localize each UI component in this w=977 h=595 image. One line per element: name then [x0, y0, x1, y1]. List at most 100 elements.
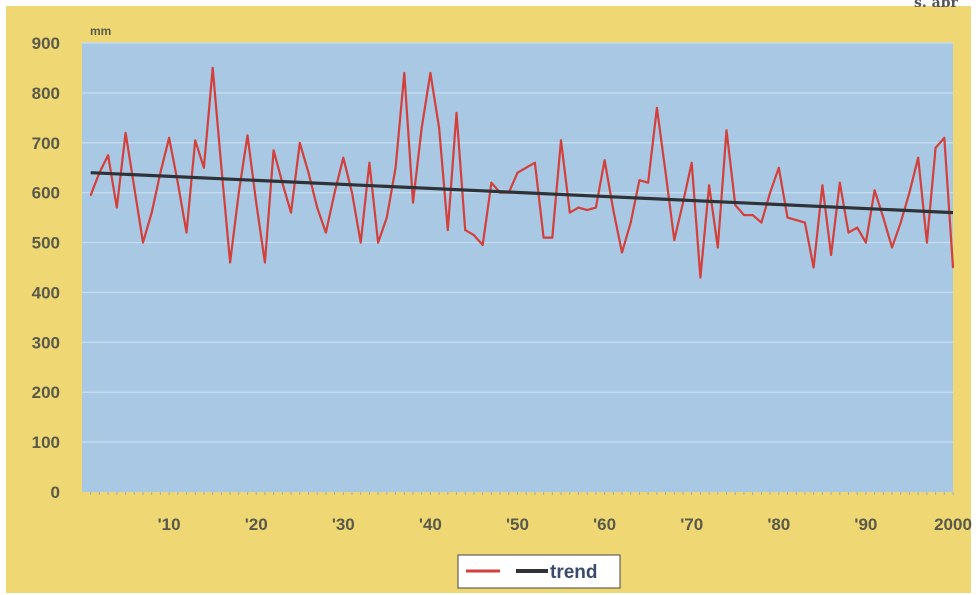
data-point — [464, 229, 467, 231]
plot-area — [82, 43, 953, 492]
data-point — [594, 206, 597, 209]
data-point — [751, 214, 754, 217]
data-point — [203, 166, 205, 169]
data-point — [412, 201, 414, 204]
data-point — [638, 179, 641, 182]
y-tick-label: 600 — [32, 184, 60, 203]
data-point — [865, 241, 867, 244]
data-point — [176, 181, 179, 184]
x-tick-label: '50 — [506, 515, 529, 534]
y-axis: 0 100 200 300 400 500 600 700 800 900 — [32, 34, 60, 502]
data-point — [830, 254, 832, 256]
data-point — [133, 186, 136, 189]
data-point — [211, 67, 214, 69]
data-point — [838, 181, 841, 184]
data-point — [255, 201, 258, 204]
data-point — [246, 134, 249, 137]
data-point — [107, 154, 110, 157]
data-point — [429, 72, 432, 74]
data-point — [351, 191, 353, 194]
data-point — [159, 171, 162, 174]
data-point — [316, 206, 319, 209]
data-point — [385, 216, 388, 219]
x-tick-label: 2000 — [934, 515, 972, 534]
data-point — [525, 166, 528, 169]
data-point — [577, 206, 580, 209]
data-point — [403, 72, 406, 74]
x-tick-label: '40 — [419, 515, 442, 534]
y-tick-label: 500 — [32, 234, 60, 253]
data-point — [307, 171, 310, 174]
data-point — [882, 216, 885, 219]
y-tick-label: 400 — [32, 283, 60, 302]
x-tick-label: '90 — [854, 515, 877, 534]
data-point — [446, 229, 449, 231]
data-point — [856, 226, 859, 229]
data-point — [142, 241, 144, 244]
data-point — [734, 204, 737, 207]
x-tick-label: '60 — [593, 515, 616, 534]
data-point — [690, 161, 693, 164]
x-axis: '10 '20 '30 '40 '50 '60 '70 '80 '90 2000 — [90, 492, 972, 534]
data-point — [185, 231, 188, 234]
data-point — [891, 246, 893, 249]
data-point — [359, 241, 362, 244]
data-point — [612, 209, 615, 212]
data-point — [229, 261, 231, 264]
legend-label-trend: trend — [550, 562, 598, 583]
data-point — [925, 241, 928, 244]
corner-text: s. abr — [914, 0, 958, 11]
data-point — [934, 146, 937, 149]
data-point — [708, 184, 711, 187]
data-point — [943, 136, 946, 139]
data-point — [743, 214, 745, 217]
data-point — [237, 191, 240, 194]
data-point — [647, 181, 650, 184]
data-point — [342, 156, 345, 159]
data-point — [795, 219, 798, 222]
data-point — [821, 184, 824, 187]
data-point — [699, 276, 702, 279]
data-point — [394, 166, 397, 169]
data-point — [150, 211, 153, 214]
data-point — [917, 156, 920, 159]
legend: trend — [457, 554, 621, 589]
series-layer — [89, 66, 955, 279]
data-point — [534, 161, 536, 164]
x-tick-label: '70 — [680, 515, 703, 534]
data-point — [664, 171, 667, 174]
data-point — [560, 139, 562, 142]
y-axis-unit-label: mm — [90, 24, 111, 38]
data-point — [220, 166, 223, 169]
data-point — [812, 266, 815, 269]
data-point — [290, 211, 292, 214]
data-point — [629, 221, 632, 224]
data-point — [952, 266, 954, 269]
data-point — [621, 251, 623, 254]
data-point — [542, 236, 545, 239]
data-point — [899, 221, 902, 224]
data-point — [194, 139, 197, 142]
series-line-trend — [90, 171, 954, 215]
data-point — [603, 159, 606, 162]
x-tick-label: '20 — [245, 515, 268, 534]
y-tick-label: 800 — [32, 84, 60, 103]
data-point — [324, 231, 327, 234]
y-tick-label: 200 — [32, 383, 60, 402]
data-point — [673, 239, 676, 241]
series-line-precipitation — [89, 66, 955, 279]
data-point — [333, 191, 336, 194]
data-point — [777, 166, 780, 169]
data-point — [455, 111, 458, 114]
data-point — [420, 126, 423, 129]
data-point — [272, 149, 275, 152]
data-point — [908, 191, 911, 194]
data-point — [551, 236, 554, 239]
data-point — [786, 216, 789, 219]
x-tick-label: '10 — [158, 515, 181, 534]
data-point — [873, 189, 876, 192]
data-point — [473, 234, 475, 236]
data-point — [568, 211, 571, 214]
